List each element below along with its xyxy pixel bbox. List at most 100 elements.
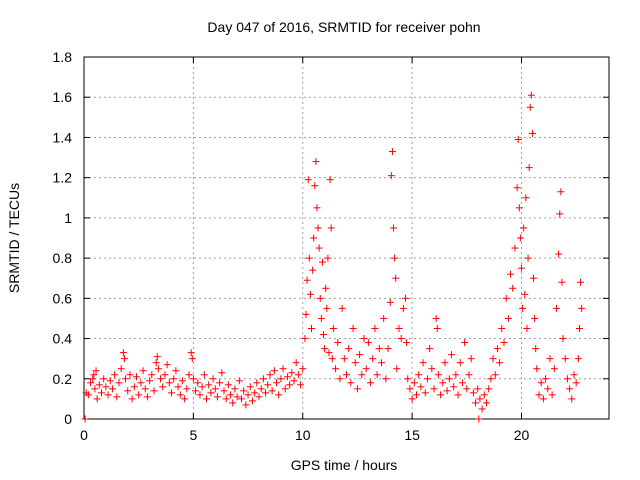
data-point [194, 379, 202, 387]
data-point [539, 395, 547, 403]
data-point [467, 355, 475, 363]
data-point [211, 385, 219, 393]
data-point [183, 385, 191, 393]
data-point [242, 401, 250, 409]
data-point [568, 395, 576, 403]
data-point [92, 367, 100, 375]
data-point [262, 389, 270, 397]
data-point [332, 365, 340, 373]
x-tick-label: 10 [295, 427, 311, 443]
data-point [336, 375, 344, 383]
data-point [575, 325, 583, 332]
y-tick-label: 0.4 [53, 331, 73, 347]
data-point [294, 371, 302, 379]
data-point [216, 379, 224, 387]
data-point [423, 375, 431, 383]
data-point [176, 391, 184, 399]
data-point [246, 383, 254, 391]
data-point [198, 383, 206, 391]
data-point [570, 371, 578, 379]
data-point [150, 387, 158, 395]
data-point [328, 355, 336, 363]
data-point [413, 391, 420, 399]
data-point [185, 371, 193, 379]
data-point [421, 389, 429, 397]
data-point [563, 375, 571, 383]
data-point [537, 379, 545, 387]
data-point [222, 395, 230, 403]
data-point [528, 129, 536, 137]
data-point [320, 331, 328, 339]
data-point [154, 365, 162, 373]
data-point [535, 391, 543, 399]
data-point [382, 375, 390, 383]
data-point [500, 339, 508, 347]
data-point [268, 387, 276, 395]
data-point [325, 349, 333, 357]
data-point [314, 224, 322, 232]
data-point [213, 393, 221, 401]
data-point [297, 381, 305, 389]
data-point [450, 383, 458, 391]
data-point [522, 194, 530, 202]
data-point [566, 385, 574, 393]
data-point [369, 355, 377, 363]
data-point [334, 339, 342, 347]
x-axis-title: GPS time / hours [291, 457, 398, 473]
data-point [128, 395, 136, 403]
data-point [507, 270, 515, 278]
data-point [349, 325, 357, 332]
data-point [364, 339, 372, 347]
data-point [163, 361, 171, 369]
data-point [340, 355, 348, 363]
data-point [380, 314, 388, 322]
data-point [351, 359, 359, 367]
data-point [347, 379, 355, 387]
data-point [168, 389, 175, 397]
data-point [130, 383, 138, 391]
data-point [233, 393, 241, 401]
data-point [559, 335, 567, 343]
data-point [135, 391, 143, 399]
data-point [133, 373, 140, 381]
data-point [532, 345, 540, 353]
data-point [404, 375, 412, 383]
data-point [533, 365, 541, 373]
data-point [318, 258, 326, 266]
data-point [461, 339, 469, 347]
data-point [224, 381, 232, 389]
data-point [288, 369, 296, 377]
data-point [509, 284, 517, 292]
data-point [577, 278, 585, 286]
data-point [391, 254, 399, 262]
data-point [428, 365, 436, 373]
data-point [89, 375, 97, 383]
data-point [531, 314, 539, 322]
data-point [322, 284, 330, 292]
data-point [315, 244, 323, 252]
data-point [513, 184, 521, 192]
data-point [393, 365, 401, 373]
data-point [356, 351, 364, 359]
data-point [475, 415, 483, 423]
data-point [375, 345, 383, 353]
data-point [417, 383, 425, 391]
data-point [553, 304, 560, 312]
data-point [303, 276, 311, 284]
data-point [181, 395, 189, 403]
data-point [395, 325, 403, 332]
data-point [463, 385, 471, 393]
data-point [192, 387, 200, 395]
data-point [255, 393, 263, 401]
data-point [530, 274, 538, 282]
data-point [141, 385, 149, 393]
data-point [548, 391, 556, 399]
data-point [277, 375, 285, 383]
data-point [309, 266, 317, 274]
x-tick-label: 5 [189, 427, 197, 443]
data-point [323, 304, 331, 312]
data-series-srmtid [81, 91, 586, 423]
data-point [410, 379, 418, 387]
data-point [115, 379, 123, 387]
